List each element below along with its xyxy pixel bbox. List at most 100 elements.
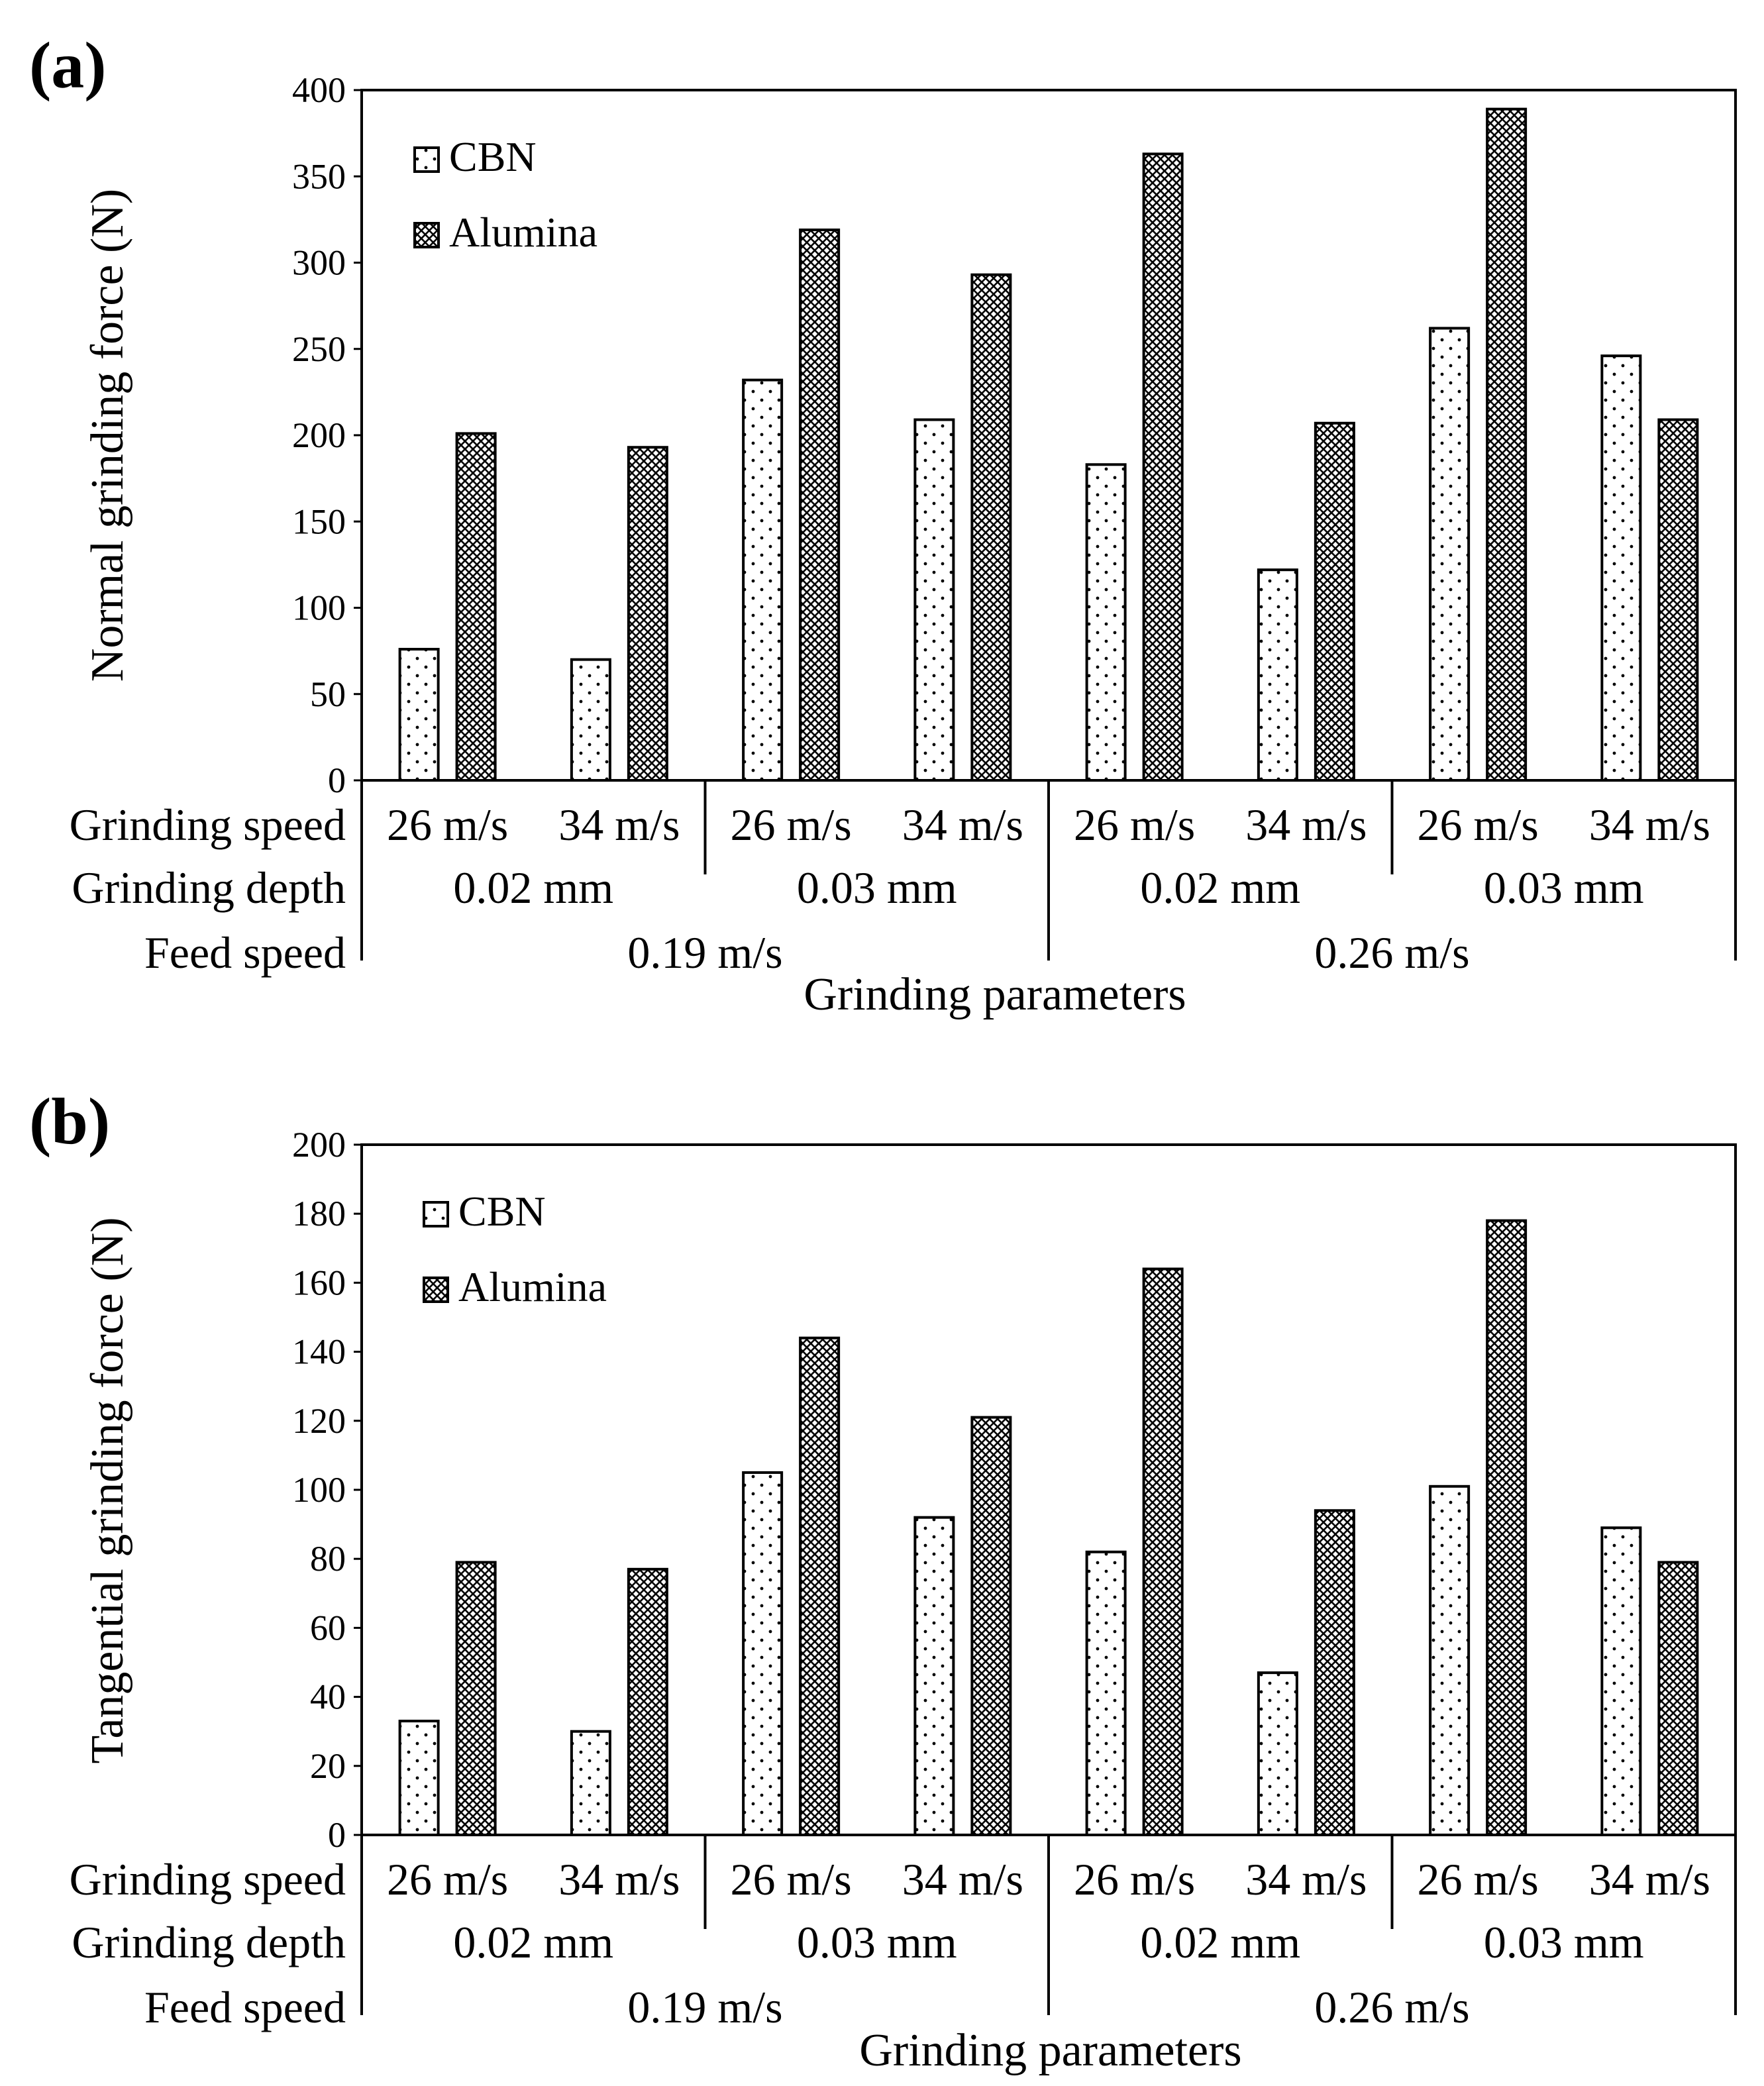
panel-a-legend-cbn-swatch [413,146,440,173]
panel-a-y-tick-label: 300 [292,243,346,283]
panel-b-y-tick-label: 40 [310,1677,346,1717]
panel-a-speed-label-7: 26 m/s [1418,800,1539,850]
panel-a-speed-label-8: 34 m/s [1589,800,1710,850]
panel-a-y-tick-label: 250 [292,329,346,369]
panel-a-row-label-3: Feed speed [144,927,346,978]
panel-a-bar-cbn-5 [1085,463,1127,782]
panel-a-bar-alumina-7 [1486,107,1528,782]
panel-a-depth-label-3: 0.02 mm [1140,862,1300,913]
panel-a-speed-label-6: 34 m/s [1245,800,1367,850]
panel-b: (b) 0 20 40 60 80 100 120 140 160 180 200 Tangenti… [29,1084,1737,2076]
panel-b-y-tick-label: 100 [292,1470,346,1510]
panel-b-bar-cbn-2 [570,1730,611,1836]
panel-b-legend-cbn-swatch [423,1201,449,1227]
panel-b-bar-alumina-1 [455,1561,497,1836]
panel-b-row-label-1: Grinding speed [70,1854,346,1904]
panel-a-legend-alumina-swatch [413,222,440,248]
panel-b-feed-label-2: 0.26 m/s [1314,1982,1469,2032]
panel-b-speed-label-6: 34 m/s [1245,1854,1367,1904]
panel-b-speed-label-2: 34 m/s [558,1854,680,1904]
panel-a-legend: CBN Alumina [413,133,597,256]
panel-a-y-ticks: 0 50 100 150 200 250 300 350 400 [292,70,362,800]
panel-a-row-label-2: Grinding depth [72,862,346,913]
panel-a-row-label-1: Grinding speed [70,800,346,850]
panel-b-y-tick-label: 80 [310,1539,346,1579]
panel-b-y-axis-title: Tangential grinding force (N) [82,1217,133,1763]
panel-a-y-tick-label: 0 [328,760,346,800]
panel-b-bar-alumina-5 [1142,1267,1184,1837]
panel-b-bar-alumina-8 [1657,1561,1699,1836]
panel-a-plot-frame [360,89,1737,782]
panel-b-legend-alumina-swatch [423,1277,449,1303]
panel-b-bar-cbn-3 [742,1471,784,1836]
panel-a-bar-cbn-2 [570,658,611,782]
panel-a-feed-label-1: 0.19 m/s [627,927,782,978]
panel-a-depth-label-4: 0.03 mm [1484,862,1644,913]
panel-a-feed-label-2: 0.26 m/s [1314,927,1469,978]
panel-a-depth-label-2: 0.03 mm [797,862,957,913]
panel-b-speed-label-5: 26 m/s [1074,1854,1195,1904]
panel-b-feed-label-1: 0.19 m/s [627,1982,782,2032]
panel-a-parameter-table: Grinding speed Grinding depth Feed speed 26… [70,780,1737,978]
panel-b-depth-label-1: 0.02 mm [453,1917,613,1967]
panel-b-depth-label-2: 0.03 mm [797,1917,957,1967]
panel-a-y-tick-label: 400 [292,70,346,110]
panel-b-y-tick-label: 60 [310,1608,346,1647]
panel-b-bar-cbn-8 [1600,1526,1642,1837]
panel-b-y-tick-label: 20 [310,1746,346,1786]
panel-b-bar-alumina-4 [970,1416,1012,1837]
panel-a-y-tick-label: 100 [292,588,346,628]
panel-b-legend-cbn-label: CBN [458,1188,546,1235]
panel-a-bar-cbn-1 [398,648,440,782]
panel-a-bar-alumina-5 [1142,152,1184,782]
panel-a-y-tick-label: 50 [310,674,346,714]
panel-b-bar-cbn-1 [398,1720,440,1837]
panel-b-y-tick-label: 0 [328,1815,346,1855]
panel-a-x-axis-title: Grinding parameters [804,969,1186,1020]
panel-a: (a) 0 50 100 150 200 250 300 350 400 Normal grin… [29,28,1737,1020]
panel-a-bar-cbn-3 [742,378,784,782]
panel-b-bar-cbn-7 [1429,1485,1471,1837]
panel-a-bar-cbn-6 [1257,568,1298,782]
panel-b-speed-label-4: 34 m/s [902,1854,1023,1904]
panel-b-label: (b) [29,1084,110,1158]
panel-a-bar-cbn-7 [1429,327,1471,782]
panel-b-row-label-3: Feed speed [144,1982,346,2032]
panel-a-depth-label-1: 0.02 mm [453,862,613,913]
panel-b-bars [398,1219,1699,1837]
panel-b-y-tick-label: 180 [292,1194,346,1233]
panel-a-y-tick-label: 150 [292,501,346,541]
panel-a-speed-label-1: 26 m/s [387,800,508,850]
panel-a-speed-label-4: 34 m/s [902,800,1023,850]
panel-b-depth-label-4: 0.03 mm [1484,1917,1644,1967]
panel-b-bar-alumina-2 [627,1567,668,1837]
panel-b-y-tick-label: 140 [292,1332,346,1372]
panel-b-y-tick-label: 120 [292,1401,346,1441]
panel-b-bar-cbn-6 [1257,1671,1298,1836]
panel-b-bar-alumina-3 [799,1336,841,1836]
panel-a-legend-alumina-label: Alumina [449,209,597,256]
panel-a-bar-alumina-1 [455,432,497,782]
panel-b-depth-label-3: 0.02 mm [1140,1917,1300,1967]
panel-b-y-tick-label: 200 [292,1125,346,1165]
panel-b-speed-label-7: 26 m/s [1418,1854,1539,1904]
panel-b-legend-alumina-label: Alumina [458,1263,607,1310]
panel-b-parameter-table: Grinding speed Grinding depth Feed speed 26… [70,1835,1737,2032]
panel-a-bar-alumina-6 [1314,421,1355,782]
panel-b-speed-label-8: 34 m/s [1589,1854,1710,1904]
panel-a-y-axis-title: Normal grinding force (N) [82,189,133,682]
panel-a-bar-alumina-2 [627,446,668,782]
panel-b-bar-alumina-6 [1314,1509,1355,1836]
panel-a-speed-label-2: 34 m/s [558,800,680,850]
panel-a-speed-label-3: 26 m/s [731,800,852,850]
panel-b-speed-label-3: 26 m/s [731,1854,852,1904]
panel-b-row-label-2: Grinding depth [72,1917,346,1967]
panel-b-y-tick-label: 160 [292,1263,346,1302]
panel-b-bar-alumina-7 [1486,1219,1528,1836]
panel-a-bars [398,107,1699,782]
panel-b-bar-cbn-5 [1085,1550,1127,1837]
panel-b-bar-cbn-4 [913,1516,955,1836]
panel-a-y-tick-label: 200 [292,415,346,455]
panel-b-plot-frame [360,1143,1737,1836]
